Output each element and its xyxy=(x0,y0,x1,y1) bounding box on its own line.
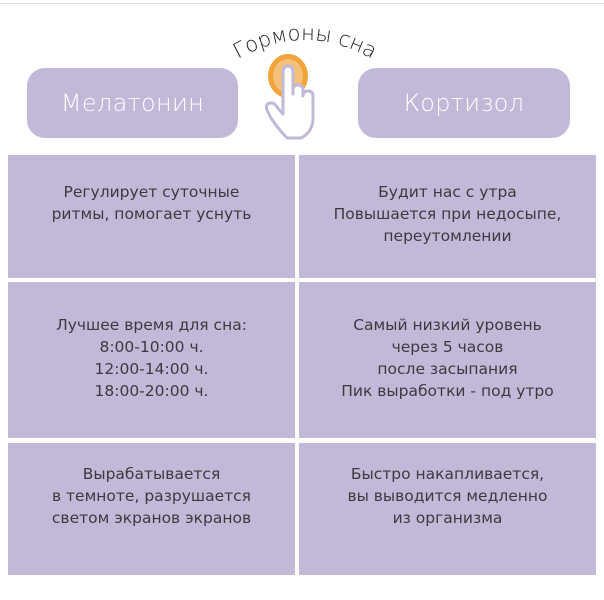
cell-text: Самый низкий уровень через 5 часов после… xyxy=(341,316,554,400)
row-3-melatonin: Вырабатывается в темноте, разрушается св… xyxy=(8,443,295,575)
cell-text: Вырабатывается в темноте, разрушается св… xyxy=(51,465,252,527)
cell-text: Регулирует суточные ритмы, помогает усну… xyxy=(51,183,252,223)
cell-text: Лучшее время для сна: 8:00-10:00 ч. 12:0… xyxy=(56,316,247,400)
row-1-cortisol: Будит нас с утра Повышается при недосыпе… xyxy=(299,155,596,278)
cell-text: Будит нас с утра Повышается при недосыпе… xyxy=(333,183,562,245)
row-1-melatonin: Регулирует суточные ритмы, помогает усну… xyxy=(8,155,295,278)
cortisol-header: Кортизол xyxy=(358,68,570,138)
hand-pointer-icon xyxy=(265,54,315,140)
melatonin-header: Мелатонин xyxy=(27,68,238,138)
cell-text: Быстро накапливается, вы выводится медле… xyxy=(347,465,548,527)
top-divider xyxy=(0,3,604,4)
page-title: Гормоны сна xyxy=(229,21,381,63)
row-3-cortisol: Быстро накапливается, вы выводится медле… xyxy=(299,443,596,575)
row-2-cortisol: Самый низкий уровень через 5 часов после… xyxy=(299,282,596,438)
row-2-melatonin: Лучшее время для сна: 8:00-10:00 ч. 12:0… xyxy=(8,282,295,438)
